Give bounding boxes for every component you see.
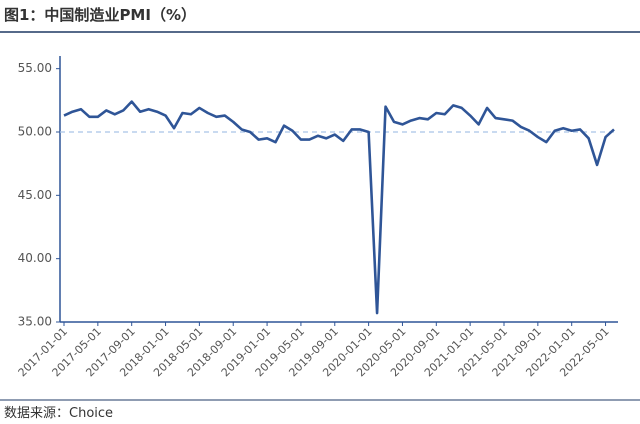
chart-title: 图1：中国制造业PMI（%） (4, 6, 196, 24)
y-tick-label: 40.00 (18, 251, 52, 265)
y-tick-label: 50.00 (18, 125, 52, 139)
y-tick-label: 35.00 (18, 315, 52, 329)
data-line (63, 100, 615, 315)
source: 数据来源：Choice (4, 406, 113, 421)
y-tick-label: 45.00 (18, 188, 52, 202)
y-tick-label: 55.00 (18, 61, 52, 75)
